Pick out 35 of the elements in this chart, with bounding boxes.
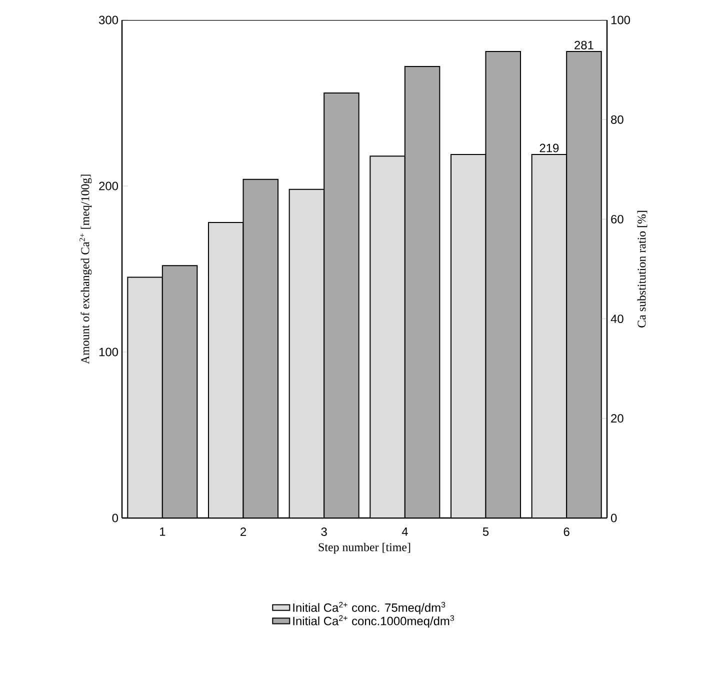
bar	[324, 92, 360, 518]
x-tick-label: 6	[564, 528, 570, 536]
x-tick-label: 2	[240, 528, 246, 536]
bar	[162, 265, 198, 518]
bar	[566, 51, 602, 518]
x-axis-title: Step number [time]	[318, 542, 410, 554]
bar	[370, 156, 406, 518]
legend-label: Initial Ca$^{2+}$ conc. 75meq/dm$^{3}$	[293, 602, 446, 614]
y-tick-label: 300	[98, 16, 118, 24]
bar	[127, 276, 163, 518]
x-tick-label: 4	[402, 528, 408, 536]
data-label: 219	[540, 144, 559, 152]
x-tick-label: 3	[321, 528, 327, 536]
y-tick-label: 0	[112, 514, 118, 522]
y2-tick-label: 20	[611, 414, 624, 423]
bar	[288, 188, 325, 518]
legend-label: Initial Ca$^{2+}$ conc.1000meq/dm$^{3}$	[293, 615, 454, 628]
y2-tick-label: 100	[611, 16, 630, 24]
bar	[242, 178, 279, 518]
y2-tick-label: 40	[610, 314, 624, 324]
y-tick-label: 100	[99, 348, 118, 356]
y2-tick-label: 60	[611, 214, 624, 224]
bar	[208, 222, 244, 518]
y2-axis-title: Ca substitution ratio [%]	[637, 210, 648, 328]
y-axis-title: Amount of exchanged Ca$^{2+}$ [meq/100g]	[79, 174, 92, 364]
bar	[485, 51, 522, 518]
y2-tick-label: 80	[611, 115, 624, 124]
bar	[404, 66, 440, 518]
data-label: 281	[574, 40, 594, 50]
x-tick-label: 1	[160, 528, 166, 536]
bar	[450, 154, 486, 518]
x-tick-label: 5	[482, 528, 489, 536]
y-tick-label: 200	[99, 182, 118, 190]
y2-tick-label: 0	[610, 514, 617, 522]
bar	[531, 154, 568, 518]
